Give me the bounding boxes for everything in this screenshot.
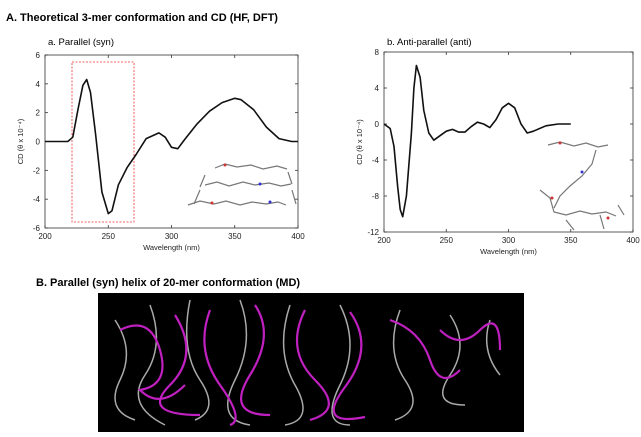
x-tick-label: 300 [165, 232, 179, 241]
cd-curve [45, 78, 298, 215]
x-tick-label: 400 [291, 232, 305, 241]
y-tick-label: 2 [36, 109, 41, 118]
y-tick-label: 0 [375, 120, 380, 129]
x-tick-label: 200 [38, 232, 52, 241]
y-tick-label: 8 [375, 48, 380, 57]
y-axis-label: CD (θ x 10⁻⁴) [355, 119, 364, 165]
x-axis-label: Wavelength (nm) [480, 247, 537, 256]
molecule-illustration [539, 141, 625, 231]
section-heading: A. Theoretical 3-mer conformation and CD… [6, 12, 278, 24]
x-tick-label: 250 [440, 236, 454, 245]
plot-frame [383, 51, 634, 233]
cd-curve [383, 64, 571, 218]
plot-frame [44, 54, 299, 229]
x-tick-label: 350 [564, 236, 578, 245]
helix-image [98, 293, 524, 432]
y-axis-label: CD (θ x 10⁻⁴) [16, 118, 25, 164]
x-tick-label: 250 [102, 232, 116, 241]
x-tick-label: 350 [228, 232, 242, 241]
y-tick-label: 0 [36, 138, 41, 147]
highlight-box [71, 61, 135, 223]
panel-title: b. Anti-parallel (anti) [387, 37, 471, 48]
y-tick-label: -4 [372, 156, 380, 165]
y-tick-label: -2 [33, 166, 41, 175]
x-tick-label: 300 [502, 236, 516, 245]
y-tick-label: 6 [36, 51, 41, 60]
x-tick-label: 200 [377, 236, 391, 245]
y-tick-label: -6 [33, 224, 41, 233]
y-tick-label: -12 [367, 228, 379, 237]
y-tick-label: 4 [36, 80, 41, 89]
x-tick-label: 400 [626, 236, 640, 245]
molecule-illustration [187, 163, 297, 206]
x-axis-label: Wavelength (nm) [143, 243, 200, 252]
panel-title: a. Parallel (syn) [48, 37, 114, 48]
y-tick-label: -8 [372, 192, 380, 201]
section-heading: B. Parallel (syn) helix of 20-mer confor… [36, 277, 300, 289]
y-tick-label: 4 [375, 84, 380, 93]
y-tick-label: -4 [33, 195, 41, 204]
